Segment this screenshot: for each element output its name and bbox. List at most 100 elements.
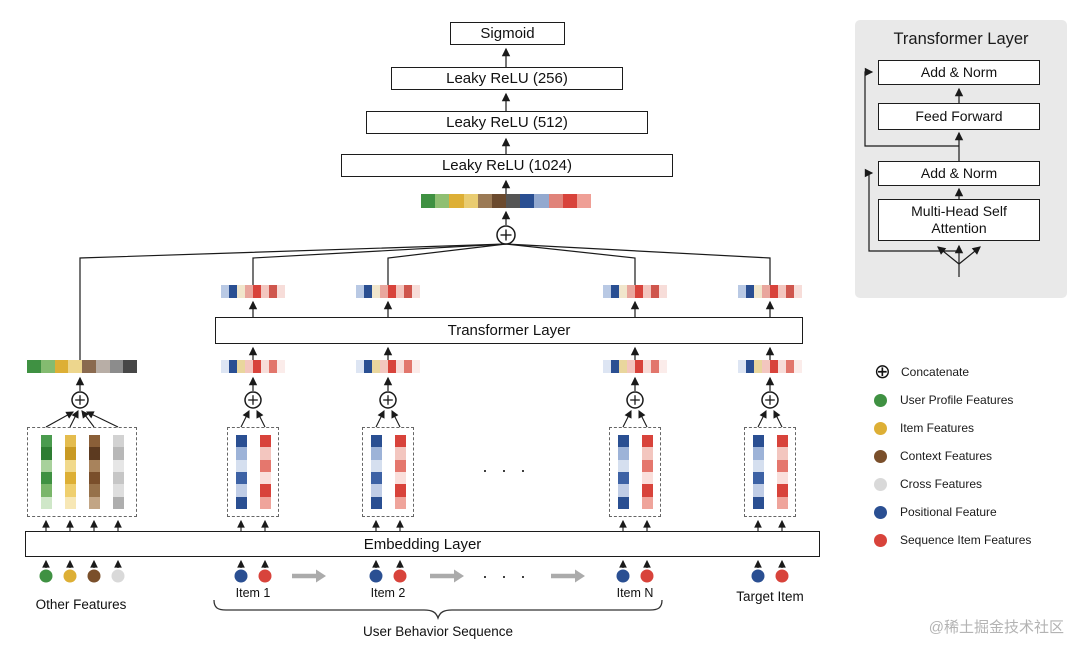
items-ellipsis: · · · <box>482 460 530 480</box>
leaky-relu-256-label: Leaky ReLU (256) <box>446 70 568 87</box>
legend: ⊕ Concatenate User Profile Features Item… <box>874 361 1031 547</box>
item-features-swatch-icon <box>874 421 887 435</box>
detail-panel-title: Transformer Layer <box>893 30 1029 48</box>
other-features-label: Other Features <box>35 597 127 612</box>
context-features-embedding-column <box>88 435 100 509</box>
cross-features-embedding-column <box>112 435 124 509</box>
legend-row-sequence-item-features: Sequence Item Features <box>874 533 1031 547</box>
leaky-relu-256-box: Leaky ReLU (256) <box>391 67 623 90</box>
item2-positional-column <box>370 435 382 509</box>
itemN-sequence-column <box>641 435 653 509</box>
legend-label-cross-features: Cross Features <box>900 477 983 491</box>
legend-label-concatenate: Concatenate <box>901 365 970 379</box>
item-features-embedding-column <box>64 435 76 509</box>
item1-input-bar <box>221 360 285 373</box>
user-profile-feature-dot <box>39 569 53 583</box>
item2-label: Item 2 <box>370 586 406 600</box>
itemN-dashed-box <box>609 427 661 517</box>
legend-label-sequence-item-features: Sequence Item Features <box>900 533 1032 547</box>
user-profile-swatch-icon <box>874 393 887 407</box>
concatenated-embedding-bar <box>421 194 592 208</box>
legend-row-item-features: Item Features <box>874 421 1031 435</box>
legend-row-concatenate: ⊕ Concatenate <box>874 361 1031 383</box>
item1-sequence-dot <box>258 569 272 583</box>
legend-label-positional-feature: Positional Feature <box>900 505 997 519</box>
legend-row-user-profile: User Profile Features <box>874 393 1031 407</box>
add-norm-top-label: Add & Norm <box>920 63 998 80</box>
item1-positional-column <box>235 435 247 509</box>
itemN-input-bar <box>603 360 667 373</box>
item2-sequence-column <box>394 435 406 509</box>
sequence-step-arrows <box>292 569 585 583</box>
itemN-output-bar <box>603 285 667 298</box>
item1-dashed-box <box>227 427 279 517</box>
cross-features-swatch-icon <box>874 477 887 491</box>
itemN-sequence-dot <box>640 569 654 583</box>
item2-dashed-box <box>362 427 414 517</box>
watermark: @稀土掘金技术社区 <box>928 619 1064 636</box>
item2-positional-dot <box>369 569 383 583</box>
concatenate-icon: ⊕ <box>874 361 891 383</box>
sigmoid-box: Sigmoid <box>450 22 565 45</box>
column-to-concat-arrows <box>45 410 783 428</box>
target-sequence-dot <box>775 569 789 583</box>
user-profile-embedding-column <box>40 435 52 509</box>
embedding-layer-label: Embedding Layer <box>363 535 482 553</box>
context-feature-dot <box>87 569 101 583</box>
user-behavior-sequence-label: User Behavior Sequence <box>362 624 514 639</box>
item1-output-bar <box>221 285 285 298</box>
target-output-bar <box>738 285 802 298</box>
leaky-relu-1024-label: Leaky ReLU (1024) <box>441 157 573 174</box>
other-features-bar <box>27 360 137 373</box>
legend-row-cross-features: Cross Features <box>874 477 1031 491</box>
cross-feature-dot <box>111 569 125 583</box>
feed-forward-box: Feed Forward <box>878 103 1040 130</box>
feed-forward-label: Feed Forward <box>915 107 1003 124</box>
context-features-swatch-icon <box>874 449 887 463</box>
target-item-label: Target Item <box>736 589 804 604</box>
multi-head-attention-box: Multi-Head Self Attention <box>878 199 1040 241</box>
itemN-positional-dot <box>616 569 630 583</box>
legend-label-user-profile: User Profile Features <box>900 393 1014 407</box>
add-norm-bottom-label: Add & Norm <box>920 164 998 181</box>
item1-positional-dot <box>234 569 248 583</box>
target-positional-column <box>752 435 764 509</box>
itemN-label: Item N <box>616 586 654 600</box>
sigmoid-label: Sigmoid <box>480 25 535 42</box>
item2-sequence-dot <box>393 569 407 583</box>
add-norm-bottom-box: Add & Norm <box>878 161 1040 186</box>
legend-label-context-features: Context Features <box>900 449 993 463</box>
item-feature-dot <box>63 569 77 583</box>
legend-label-item-features: Item Features <box>900 421 975 435</box>
target-input-bar <box>738 360 802 373</box>
concat-node-main <box>496 225 516 245</box>
item1-label: Item 1 <box>235 586 271 600</box>
leaky-relu-512-box: Leaky ReLU (512) <box>366 111 648 134</box>
dot-to-embedding-arrows <box>42 559 786 568</box>
transformer-layer-label: Transformer Layer <box>447 322 571 339</box>
embedding-layer-box: Embedding Layer <box>25 531 820 557</box>
legend-row-context-features: Context Features <box>874 449 1031 463</box>
transformer-layer-box: Transformer Layer <box>215 317 803 344</box>
item1-sequence-column <box>259 435 271 509</box>
sequence-brace <box>213 599 663 621</box>
positional-feature-swatch-icon <box>874 505 887 519</box>
concat-to-bar-arrows <box>75 376 775 391</box>
item2-input-bar <box>356 360 420 373</box>
dots-ellipsis: · · · <box>482 566 530 586</box>
other-features-dashed-box <box>27 427 137 517</box>
target-positional-dot <box>751 569 765 583</box>
target-sequence-column <box>776 435 788 509</box>
concat-nodes-columns <box>71 391 779 409</box>
itemN-positional-column <box>617 435 629 509</box>
sequence-item-swatch-icon <box>874 533 887 547</box>
item2-output-bar <box>356 285 420 298</box>
legend-row-positional-feature: Positional Feature <box>874 505 1031 519</box>
multi-head-attention-label: Multi-Head Self Attention <box>911 202 1007 237</box>
embedding-to-column-arrows <box>42 519 786 531</box>
leaky-relu-512-label: Leaky ReLU (512) <box>446 114 568 131</box>
target-dashed-box <box>744 427 796 517</box>
leaky-relu-1024-box: Leaky ReLU (1024) <box>341 154 673 177</box>
add-norm-top-box: Add & Norm <box>878 60 1040 85</box>
